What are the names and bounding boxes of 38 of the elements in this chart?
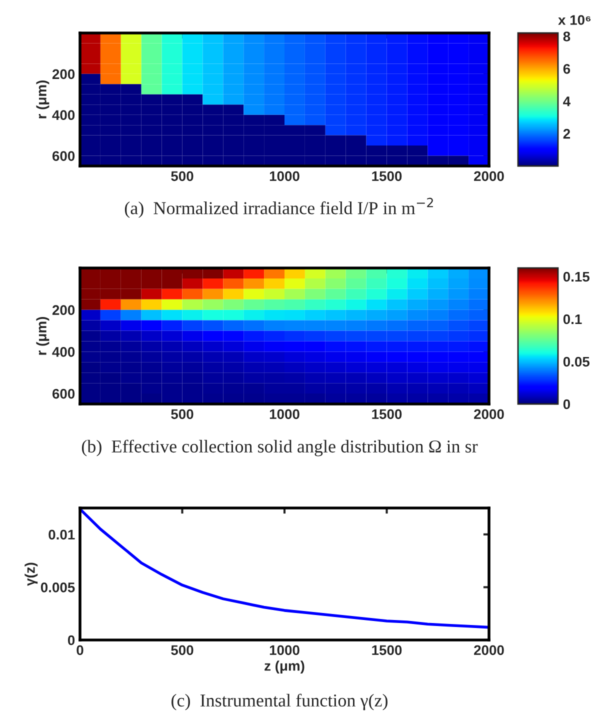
- x-tick-label: 500: [171, 409, 194, 420]
- x-tick-label: 2000: [474, 409, 504, 420]
- y-axis-title: r (μm): [36, 317, 50, 355]
- y-tick-label: 400: [52, 347, 75, 357]
- x-tick-label: 1000: [270, 171, 300, 182]
- x-tick-label: 2000: [474, 645, 504, 656]
- y-tick-label: 0: [68, 635, 75, 646]
- x-tick-label: 1000: [270, 409, 300, 420]
- x-tick-label: 500: [171, 171, 194, 182]
- x-tick-label: 2000: [474, 171, 504, 182]
- y-tick-label: 600: [52, 388, 75, 399]
- text: (b) Effective collection solid angle distribution Ω in sr: [82, 440, 478, 456]
- color-bar-label: 0.05: [563, 356, 590, 367]
- y-tick-label: 600: [52, 151, 75, 161]
- color-bar-label: 0.15: [563, 272, 590, 282]
- color-bar-label: 8: [563, 32, 570, 42]
- x-tick-label: 1000: [270, 645, 300, 656]
- x-tick-label: 0: [76, 645, 84, 656]
- x-tick-label: 1500: [372, 409, 402, 420]
- text: (c) Instrumental function γ(z): [172, 694, 388, 710]
- x-axis-title: z (μm): [264, 660, 304, 674]
- x-tick-label: 1500: [372, 171, 402, 182]
- y-tick-label: 200: [52, 305, 75, 316]
- y-tick-label: 200: [52, 69, 75, 80]
- color-bar-title: x 10⁶: [558, 15, 591, 25]
- x-tick-label: 1500: [372, 645, 402, 656]
- color-bar-label: 6: [563, 64, 570, 74]
- color-bar-label: 0: [563, 399, 570, 410]
- y-axis-title: γ(z): [24, 562, 38, 586]
- x-tick-label: 500: [171, 645, 194, 656]
- color-bar-label: 0.1: [563, 314, 582, 324]
- y-axis-title: r (μm): [36, 80, 50, 118]
- text: (a) Normalized irradiance field I/P in m$^{−2}$: [124, 198, 433, 218]
- color-bar-label: 2: [563, 128, 570, 139]
- color-bar-label: 4: [563, 96, 571, 106]
- y-tick-label: 400: [52, 110, 75, 120]
- y-tick-label: 0.005: [40, 582, 75, 592]
- y-tick-label: 0.01: [48, 530, 75, 540]
